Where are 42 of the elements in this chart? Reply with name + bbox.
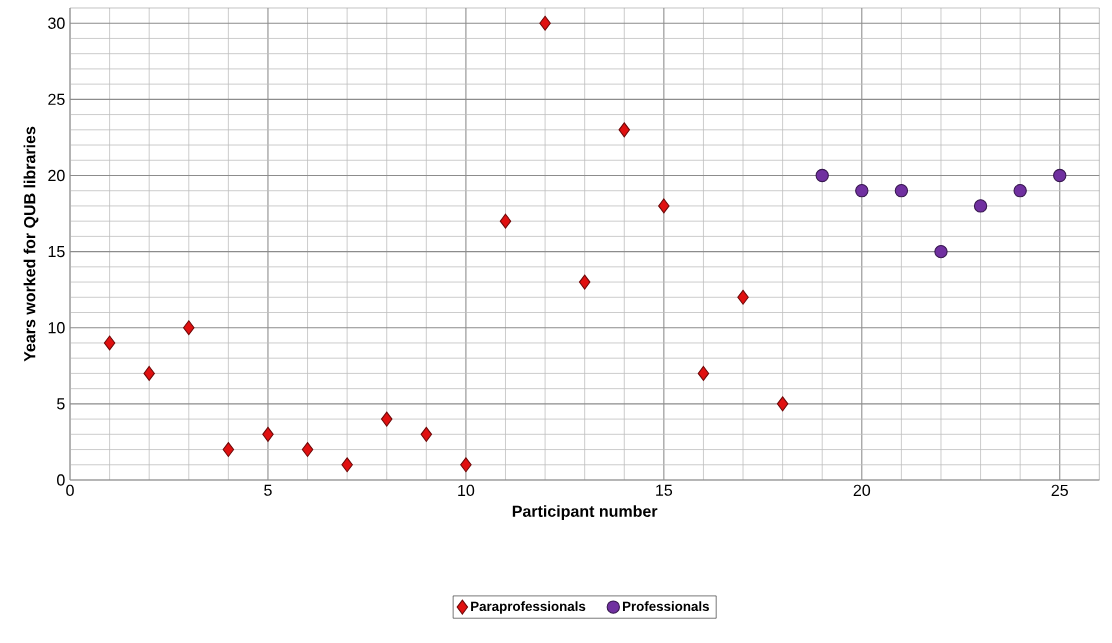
point — [894, 184, 909, 198]
point — [380, 411, 393, 427]
legend-label: Paraprofessionals — [471, 601, 586, 614]
point — [301, 442, 314, 458]
x-tick-label: 10 — [458, 484, 475, 497]
point — [578, 274, 591, 290]
point — [103, 335, 116, 351]
legend-label: Professionals — [622, 601, 709, 612]
x-tick-label: 15 — [656, 484, 673, 497]
point — [143, 366, 155, 382]
y-tick-label: 15 — [48, 246, 65, 258]
point — [737, 289, 749, 305]
y-tick-label: 30 — [48, 17, 65, 30]
y-tick-label: 20 — [48, 169, 65, 182]
point — [1013, 184, 1027, 198]
point — [341, 457, 353, 473]
x-tick-label: 20 — [853, 484, 871, 497]
x-tick-label: 0 — [66, 484, 74, 497]
point — [776, 396, 789, 412]
point — [618, 122, 630, 138]
point — [815, 168, 829, 183]
x-tick-label: 5 — [264, 484, 272, 497]
point — [855, 184, 869, 198]
y-tick-label: 25 — [48, 93, 65, 106]
point — [460, 457, 472, 473]
point — [973, 199, 988, 213]
point — [697, 366, 710, 382]
point — [262, 427, 274, 442]
y-axis-title: Years worked for QUB libraries — [23, 127, 39, 362]
point — [934, 245, 948, 259]
x-axis-title: Participant number — [512, 505, 658, 521]
y-tick-label: 5 — [57, 398, 65, 410]
y-tick-label: 10 — [48, 322, 65, 334]
point — [183, 320, 195, 336]
point — [420, 427, 433, 442]
point — [658, 198, 670, 214]
point — [1053, 168, 1067, 183]
point — [539, 15, 551, 31]
y-tick-label: 0 — [57, 474, 65, 486]
point — [499, 213, 512, 229]
x-tick-label: 25 — [1051, 484, 1068, 497]
point — [222, 442, 235, 458]
